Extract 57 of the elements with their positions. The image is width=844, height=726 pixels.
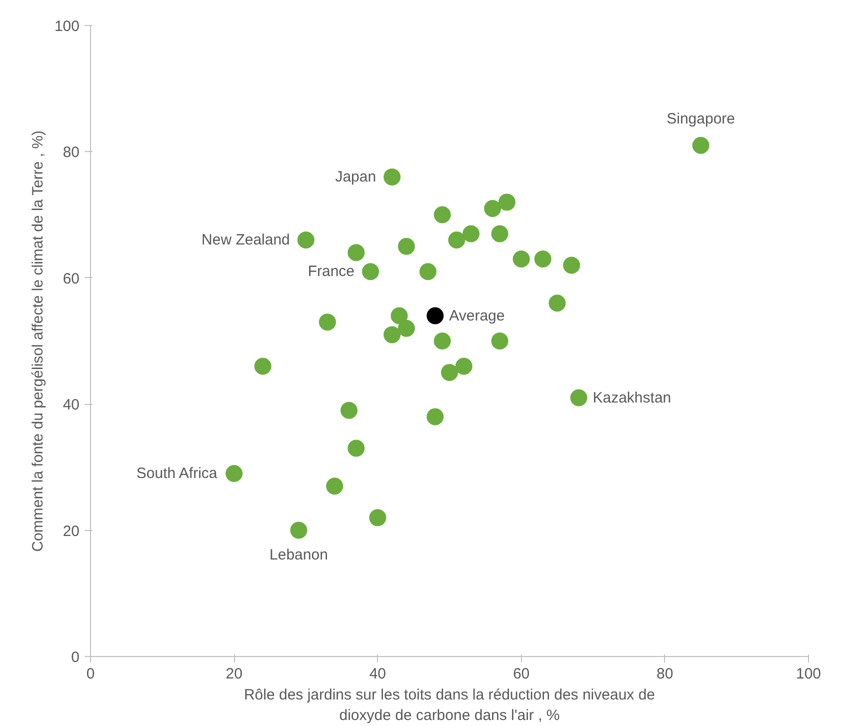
point bbox=[326, 478, 344, 495]
x-tick-label: 100 bbox=[796, 666, 822, 682]
annotation: Lebanon bbox=[270, 546, 328, 564]
point bbox=[419, 263, 436, 280]
point bbox=[297, 232, 314, 249]
x-tick-label: 60 bbox=[512, 666, 530, 682]
annotation: New Zealand bbox=[202, 232, 290, 249]
y-tick-label: 20 bbox=[62, 522, 80, 540]
point bbox=[384, 326, 401, 344]
point bbox=[434, 206, 451, 224]
point bbox=[441, 364, 458, 382]
point bbox=[462, 225, 480, 242]
point bbox=[348, 244, 365, 262]
annotation: Singapore bbox=[666, 110, 735, 128]
point bbox=[369, 509, 386, 526]
point bbox=[348, 440, 365, 457]
point bbox=[491, 332, 508, 350]
point bbox=[398, 320, 415, 337]
point bbox=[226, 465, 243, 482]
point bbox=[570, 389, 588, 406]
point bbox=[512, 250, 530, 268]
y-tick-label: 40 bbox=[62, 396, 80, 414]
x-tick-label: 20 bbox=[226, 666, 242, 682]
point bbox=[390, 307, 408, 324]
annotation: Kazakhstan bbox=[592, 389, 672, 406]
x-tick-label: 40 bbox=[369, 666, 386, 682]
point bbox=[398, 238, 415, 255]
point bbox=[340, 402, 358, 419]
annotation: Japan bbox=[335, 168, 376, 186]
point bbox=[384, 168, 401, 186]
point bbox=[498, 194, 516, 211]
y-tick-label: 60 bbox=[62, 270, 80, 288]
x-tick-label: 0 bbox=[86, 666, 95, 682]
x-tick-label: 80 bbox=[656, 666, 674, 682]
point bbox=[534, 250, 552, 268]
annotation: South Africa bbox=[136, 465, 218, 482]
point bbox=[434, 332, 451, 350]
point bbox=[318, 314, 336, 331]
point bbox=[426, 307, 444, 324]
y-tick-label: 100 bbox=[54, 18, 80, 35]
point bbox=[548, 294, 566, 312]
annotation: France bbox=[308, 263, 355, 280]
series-label: Average bbox=[449, 307, 505, 324]
y-tick-label: 80 bbox=[62, 144, 80, 162]
y-axis-title: Comment la fonte du pergélisol affecte le climat de la Terre , %) bbox=[29, 130, 46, 552]
point bbox=[290, 522, 308, 539]
point bbox=[484, 200, 502, 217]
x-axis-title: Rôle des jardins sur les toits dans la réduction des niveaux de dioxyde de carbone dans l'air , % bbox=[244, 686, 656, 724]
y-tick-label: 0 bbox=[71, 649, 80, 666]
point bbox=[563, 256, 580, 274]
point bbox=[491, 225, 508, 242]
point bbox=[362, 263, 380, 280]
point bbox=[254, 358, 272, 375]
point bbox=[448, 232, 466, 249]
point bbox=[455, 358, 472, 375]
point bbox=[426, 408, 444, 426]
point bbox=[692, 136, 710, 154]
